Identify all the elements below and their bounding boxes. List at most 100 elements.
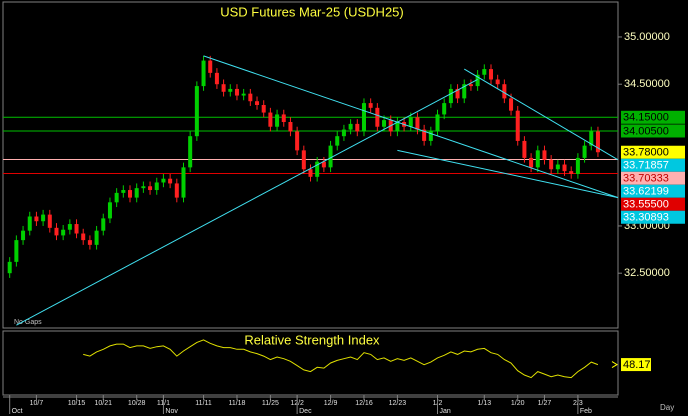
candle-body (301, 150, 306, 170)
month-label: Oct (12, 408, 23, 415)
candle-body (549, 159, 554, 170)
candle-body (221, 84, 226, 92)
candle-body (435, 114, 440, 132)
x-tick-label: 10/15 (68, 400, 86, 407)
x-tick-label: 11/18 (228, 400, 245, 407)
candle-body (582, 145, 587, 158)
candle-body (569, 171, 574, 174)
candle-body (348, 123, 353, 130)
x-tick-label: 10/21 (95, 400, 113, 407)
candle-body (41, 214, 46, 222)
candle-body (355, 123, 360, 132)
candle-body (422, 129, 427, 141)
candle-body (234, 88, 239, 96)
candle-body (21, 230, 26, 241)
price-label-box (621, 184, 685, 198)
candle-body (255, 101, 260, 105)
rsi-label-box (621, 358, 651, 372)
candle-body (428, 131, 433, 141)
candle-body (214, 72, 219, 85)
candle-body (141, 186, 146, 189)
candle-body (7, 261, 12, 274)
candle-body (228, 88, 233, 92)
candle-body (128, 190, 133, 198)
candle-body (295, 131, 300, 151)
candle-body (81, 233, 86, 241)
price-label-box (621, 158, 685, 172)
candle-body (495, 79, 500, 85)
gap-note: No Gaps (14, 319, 42, 326)
price-label: 33.30893 (623, 212, 669, 224)
candle-body (482, 69, 487, 75)
candle-body (54, 227, 59, 236)
candle-body (395, 122, 400, 132)
candle-body (208, 60, 213, 73)
candle-body (455, 88, 460, 99)
candle-body (321, 161, 326, 168)
rsi-line (83, 339, 599, 379)
candle-body (335, 136, 340, 146)
candle-body (328, 145, 333, 168)
candle-body (181, 167, 186, 198)
candle-body (529, 157, 534, 168)
candle-body (14, 240, 19, 262)
candle-body (502, 84, 507, 99)
candle-body (241, 93, 246, 96)
price-label-box (621, 124, 685, 138)
x-tick-label: 1/27 (538, 400, 552, 407)
x-tick-label: 11/25 (262, 400, 279, 407)
candle-body (275, 114, 280, 127)
month-label: Nov (165, 408, 178, 415)
price-label: 33.55500 (623, 199, 669, 211)
x-tick-label: 11/11 (195, 400, 212, 407)
candle-body (515, 110, 520, 141)
candle-body (261, 104, 266, 113)
candle-body (368, 103, 373, 108)
candle-body (448, 88, 453, 104)
x-tick-label: 12/9 (324, 400, 338, 407)
x-tick-label: 12/16 (355, 400, 373, 407)
price-label: 33.78000 (623, 147, 669, 159)
y-tick-label: 35.00000 (624, 31, 670, 43)
price-label: 34.15000 (623, 112, 669, 124)
candle-body (308, 169, 313, 177)
candle-body (94, 230, 99, 245)
candle-body (281, 114, 286, 123)
trendline (16, 79, 478, 326)
candle-body (595, 131, 600, 153)
price-label: 33.70333 (623, 173, 669, 185)
candle-body (134, 188, 139, 198)
month-label: Feb (580, 408, 592, 415)
price-label: 33.71857 (623, 160, 669, 172)
candle-body (509, 98, 514, 111)
candle-body (121, 190, 126, 193)
candle-body (522, 140, 527, 158)
candle-body (408, 117, 413, 127)
candle-body (288, 122, 293, 132)
price-label-box (621, 197, 685, 211)
candle-body (87, 240, 92, 245)
candle-body (562, 164, 567, 172)
candle-body (201, 60, 206, 87)
rsi-label: 48.17 (623, 359, 651, 371)
price-label: 34.00500 (623, 125, 669, 137)
candle-body (101, 218, 106, 231)
candle-body (148, 186, 153, 191)
rsi-title: Relative Strength Index (244, 332, 380, 347)
candle-body (315, 161, 320, 177)
candle-body (415, 117, 420, 130)
candle-body (47, 214, 52, 228)
trendline (463, 68, 619, 161)
candle-body (154, 182, 159, 191)
price-label: 33.62199 (623, 186, 669, 198)
x-tick-label: 12/23 (389, 400, 407, 407)
candle-body (488, 69, 493, 80)
candle-body (114, 192, 119, 203)
candle-body (341, 129, 346, 137)
candle-body (375, 107, 380, 127)
candle-body (194, 86, 199, 137)
candle-body (475, 74, 480, 87)
